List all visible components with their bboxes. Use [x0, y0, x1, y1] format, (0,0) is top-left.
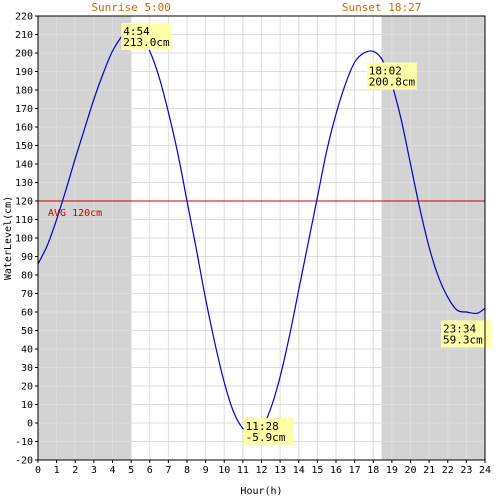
y-tick-label: 160 — [15, 123, 33, 134]
y-tick-label: 120 — [15, 197, 33, 208]
x-tick-label: 15 — [311, 465, 323, 476]
annotation-time: 11:28 — [246, 420, 279, 433]
x-tick-label: 9 — [203, 465, 209, 476]
y-tick-label: 20 — [21, 382, 33, 393]
x-tick-label: 4 — [109, 465, 115, 476]
annotation-time: 18:02 — [369, 65, 402, 78]
y-tick-label: 60 — [21, 308, 33, 319]
y-tick-label: -10 — [15, 437, 33, 448]
x-axis-label: Hour(h) — [240, 486, 282, 497]
sunrise-label: Sunrise 5:00 — [91, 1, 170, 14]
y-tick-label: 50 — [21, 326, 33, 337]
annotation-value: 200.8cm — [369, 76, 416, 89]
y-tick-label: 150 — [15, 141, 33, 152]
x-tick-label: 3 — [91, 465, 97, 476]
sunset-label: Sunset 18:27 — [342, 1, 421, 14]
x-tick-label: 6 — [147, 465, 153, 476]
x-tick-label: 1 — [54, 465, 60, 476]
y-tick-label: 80 — [21, 271, 33, 282]
x-tick-label: 23 — [460, 465, 472, 476]
x-tick-label: 19 — [386, 465, 398, 476]
y-axis-label: WaterLevel(cm) — [3, 196, 14, 280]
y-tick-label: 220 — [15, 12, 33, 23]
x-tick-label: 2 — [72, 465, 78, 476]
y-tick-label: 0 — [27, 419, 33, 430]
annotation-box — [121, 22, 172, 50]
x-tick-label: 18 — [367, 465, 379, 476]
x-tick-label: 8 — [184, 465, 190, 476]
y-tick-label: 10 — [21, 400, 33, 411]
x-tick-label: 22 — [442, 465, 454, 476]
annotation-value: 213.0cm — [123, 36, 170, 49]
y-tick-label: 190 — [15, 67, 33, 78]
x-tick-label: 21 — [423, 465, 435, 476]
x-tick-label: 17 — [349, 465, 361, 476]
y-tick-label: 170 — [15, 104, 33, 115]
annotation-value: -5.9cm — [246, 431, 286, 444]
annotation-time: 4:54 — [123, 25, 150, 38]
annotation-time: 23:34 — [443, 322, 476, 335]
y-tick-label: 140 — [15, 160, 33, 171]
y-tick-label: 100 — [15, 234, 33, 245]
x-tick-label: 5 — [128, 465, 134, 476]
x-tick-label: 24 — [479, 465, 491, 476]
annotation-box — [440, 320, 491, 348]
x-tick-label: 11 — [237, 465, 249, 476]
y-tick-label: 130 — [15, 178, 33, 189]
y-tick-label: 210 — [15, 30, 33, 41]
y-tick-label: 90 — [21, 252, 33, 263]
x-tick-label: 14 — [293, 465, 305, 476]
annotation-box — [243, 417, 294, 445]
y-tick-label: 40 — [21, 345, 33, 356]
annotation-box — [366, 62, 417, 90]
y-tick-label: 70 — [21, 289, 33, 300]
y-tick-label: 110 — [15, 215, 33, 226]
y-tick-label: 30 — [21, 363, 33, 374]
x-tick-label: 0 — [35, 465, 41, 476]
y-tick-label: -20 — [15, 456, 33, 467]
y-tick-label: 200 — [15, 49, 33, 60]
extreme-annotation: 11:28-5.9cm — [243, 417, 294, 445]
x-tick-label: 20 — [404, 465, 416, 476]
x-tick-label: 10 — [218, 465, 230, 476]
x-tick-label: 16 — [330, 465, 342, 476]
x-tick-label: 13 — [274, 465, 286, 476]
x-tick-label: 7 — [165, 465, 171, 476]
annotation-value: 59.3cm — [443, 333, 483, 346]
y-tick-label: 180 — [15, 86, 33, 97]
average-label: AVG 120cm — [48, 208, 102, 219]
x-tick-label: 12 — [255, 465, 267, 476]
